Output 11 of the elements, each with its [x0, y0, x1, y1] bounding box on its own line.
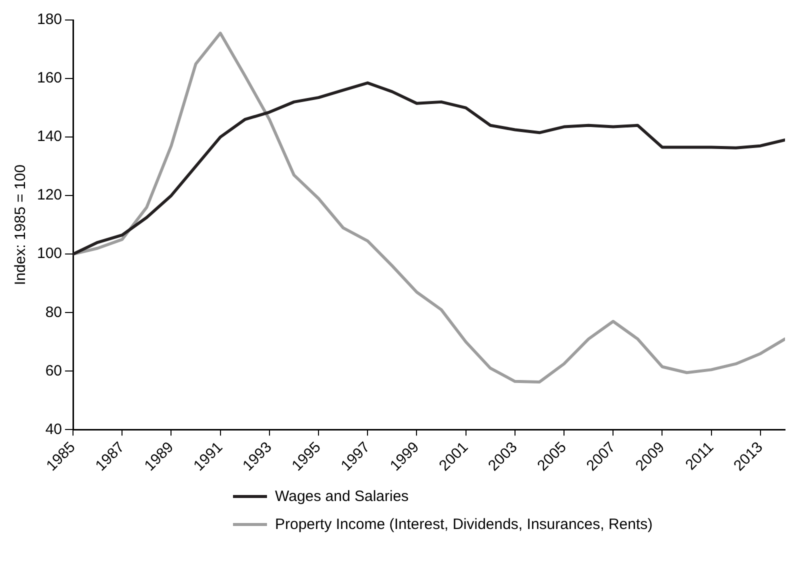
legend-label: Property Income (Interest, Dividends, Insurances, Rents) [275, 516, 653, 532]
y-axis-title: Index: 1985 = 100 [12, 164, 30, 286]
y-tick-label: 100 [36, 245, 62, 262]
y-tick-label: 180 [36, 11, 62, 28]
legend-label: Wages and Salaries [275, 488, 409, 504]
y-tick-label: 160 [36, 70, 62, 87]
y-tick-label: 120 [36, 186, 62, 204]
y-tick-label: 140 [36, 128, 62, 146]
y-tick-label: 40 [45, 420, 62, 438]
y-tick-label: 80 [45, 304, 62, 321]
y-tick-label: 60 [45, 362, 62, 380]
